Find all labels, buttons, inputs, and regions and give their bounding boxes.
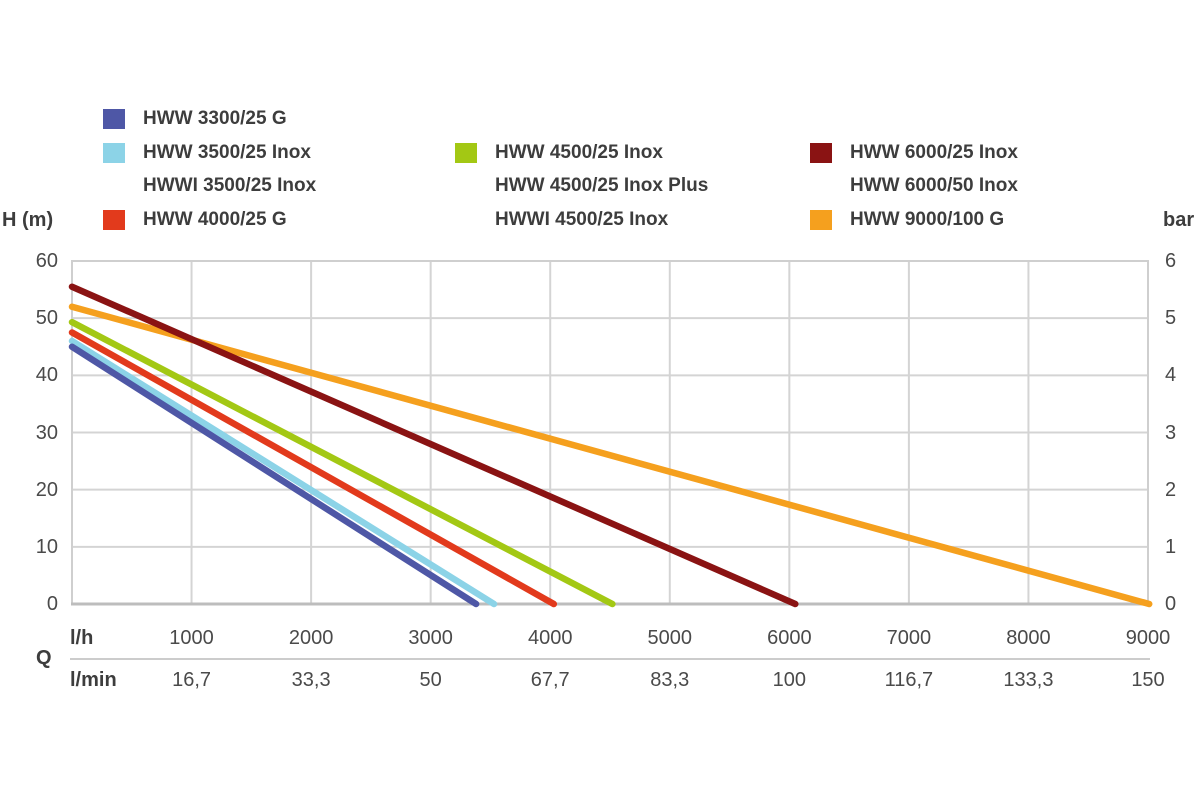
legend-label: HWWI 4500/25 Inox	[495, 208, 669, 230]
y-left-tick: 40	[35, 364, 58, 387]
legend-label: HWW 6000/25 Inox	[850, 141, 1018, 163]
x-lh-tick: 8000	[1006, 627, 1051, 649]
pump-curve	[68, 283, 799, 608]
legend-label: HWW 4500/25 Inox	[495, 141, 663, 163]
x-axis-lmin-label: l/min	[70, 669, 117, 691]
y-left-tick: 50	[35, 307, 58, 330]
legend-label: HWW 3500/25 Inox	[143, 141, 311, 163]
x-lh-tick: 5000	[647, 627, 693, 649]
pump-curve	[68, 318, 616, 608]
y-right-tick: 0	[1165, 593, 1177, 615]
legend-swatch-icon	[455, 142, 477, 163]
x-lmin-tick: 50	[419, 669, 442, 691]
y-right-tick: 4	[1165, 364, 1177, 387]
pump-curve	[68, 303, 1153, 608]
x-lh-tick: 9000	[1125, 627, 1171, 649]
x-lh-tick: 3000	[408, 627, 453, 649]
x-lh-tick: 4000	[527, 627, 573, 649]
x-lh-tick: 2000	[288, 627, 334, 649]
legend-swatch-icon	[103, 209, 125, 230]
legend-label: HWWI 3500/25 Inox	[143, 175, 317, 196]
legend-item: HWW 6000/25 Inox	[810, 141, 1018, 165]
y-axis-left-label: H (m)	[2, 209, 54, 231]
legend-label: HWW 3300/25 G	[143, 108, 287, 129]
y-left-tick: 60	[35, 250, 58, 272]
y-right-tick: 5	[1165, 307, 1177, 330]
y-right-tick: 6	[1165, 250, 1177, 272]
legend-label: HWW 4500/25 Inox Plus	[495, 175, 709, 196]
x-axis-quantity-label: Q	[36, 647, 52, 669]
legend-swatch-icon	[103, 142, 125, 163]
legend-item: HWW 3500/25 Inox	[103, 141, 311, 165]
legend-swatch-icon	[103, 109, 125, 129]
legend-label: HWW 6000/50 Inox	[850, 175, 1018, 196]
x-axis-lh-label: l/h	[70, 627, 94, 649]
y-right-tick: 2	[1165, 478, 1177, 501]
legend-item: HWWI 4500/25 Inox	[455, 208, 668, 232]
x-lmin-tick: 100	[772, 669, 807, 691]
y-right-tick: 3	[1165, 421, 1177, 444]
x-lmin-tick: 16,7	[172, 669, 212, 691]
y-left-tick: 10	[35, 535, 58, 558]
y-axis-right-label: bar	[1163, 209, 1195, 231]
x-lmin-tick: 67,7	[530, 669, 570, 691]
y-right-tick: 1	[1165, 535, 1177, 558]
x-lh-tick: 6000	[767, 627, 812, 649]
legend-item: HWW 4500/25 Inox	[455, 141, 663, 165]
x-lh-tick: 1000	[169, 627, 214, 649]
pump-curve	[68, 337, 498, 608]
legend-label: HWW 4000/25 G	[143, 208, 287, 230]
x-axis-unit-separator	[70, 658, 1150, 660]
legend-label: HWW 9000/100 G	[850, 208, 1005, 230]
legend-swatch-icon	[810, 209, 832, 230]
x-lmin-tick: 83,3	[650, 669, 690, 691]
legend-item: HWW 3300/25 G	[103, 107, 287, 131]
legend-item: HWWI 3500/25 Inox	[103, 174, 316, 198]
x-lmin-tick: 150	[1131, 669, 1165, 691]
y-left-tick: 0	[46, 593, 58, 615]
y-left-tick: 30	[35, 421, 58, 444]
y-left-tick: 20	[35, 478, 58, 501]
x-lh-tick: 7000	[886, 627, 932, 649]
legend-item: HWW 4500/25 Inox Plus	[455, 174, 708, 198]
legend-item: HWW 6000/50 Inox	[810, 174, 1018, 198]
x-lmin-tick: 133,3	[1003, 669, 1054, 691]
legend-item: HWW 4000/25 G	[103, 208, 287, 232]
x-lmin-tick: 33,3	[291, 669, 331, 691]
pump-curve	[68, 343, 480, 608]
legend-item: HWW 9000/100 G	[810, 208, 1004, 232]
x-lmin-tick: 116,7	[884, 669, 934, 691]
legend-swatch-icon	[810, 142, 832, 163]
pump-curve	[68, 329, 558, 608]
